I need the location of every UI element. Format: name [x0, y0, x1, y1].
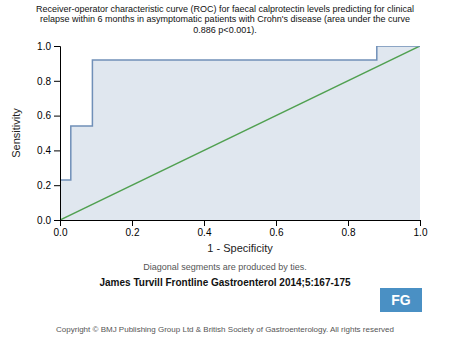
tick-label: 0.6	[37, 110, 51, 121]
tick: 0.0	[37, 215, 60, 226]
tick-mark	[54, 150, 60, 151]
tick: 0.6	[270, 220, 284, 238]
y-axis: 0.0 0.2 0.4 0.6 0.8 1.0	[37, 41, 60, 226]
tick: 1.0	[414, 220, 428, 238]
tick-label: 0.8	[37, 76, 51, 87]
tick: 0.4	[198, 220, 212, 238]
tick-label: 1.0	[414, 227, 428, 238]
citation: James Turvill Frontline Gastroenterol 20…	[99, 277, 350, 288]
y-axis-title: Sensitivity	[10, 108, 22, 158]
tick-mark	[54, 116, 60, 117]
chart: Receiver-operator characteristic curve (…	[0, 0, 450, 338]
tick-label: 1.0	[37, 41, 51, 52]
title-line: Receiver-operator characteristic curve (…	[36, 4, 414, 14]
x-axis: 0.0 0.2 0.4 0.6 0.8 1.0	[54, 220, 428, 238]
title: Receiver-operator characteristic curve (…	[36, 4, 414, 35]
tick-label: 0.0	[37, 215, 51, 226]
plot-area	[60, 46, 420, 220]
tick-label: 0.0	[54, 227, 68, 238]
tick: 0.4	[37, 145, 60, 156]
badge-label: FG	[391, 292, 411, 308]
x-axis-title: 1 - Specificity	[207, 242, 273, 254]
tick: 0.2	[126, 220, 140, 238]
tick-mark	[420, 220, 421, 226]
tick: 0.2	[37, 180, 60, 191]
reference-line	[60, 46, 420, 220]
roc-line	[60, 46, 420, 220]
tick-mark	[204, 220, 205, 226]
tick-label: 0.4	[37, 145, 51, 156]
tick-mark	[54, 81, 60, 82]
tick-mark	[54, 220, 60, 221]
footnote: Diagonal segments are produced by ties.	[143, 262, 307, 272]
roc-area	[60, 46, 420, 220]
tick-label: 0.2	[37, 180, 51, 191]
tick-mark	[348, 220, 349, 226]
tick: 0.6	[37, 110, 60, 121]
tick-mark	[276, 220, 277, 226]
tick-mark	[54, 185, 60, 186]
copyright: Copyright © BMJ Publishing Group Ltd & B…	[56, 325, 394, 334]
tick-mark	[54, 46, 60, 47]
tick-label: 0.6	[270, 227, 284, 238]
tick: 0.8	[37, 76, 60, 87]
tick-label: 0.4	[198, 227, 212, 238]
tick: 0.0	[54, 220, 68, 238]
tick-label: 0.2	[126, 227, 140, 238]
badge	[380, 288, 422, 312]
y-axis-line	[54, 47, 61, 221]
x-axis-line	[61, 221, 421, 227]
title-line: relapse within 6 months in asymptomatic …	[40, 14, 410, 24]
tick-label: 0.8	[342, 227, 356, 238]
tick: 0.8	[342, 220, 356, 238]
tick: 1.0	[37, 41, 60, 52]
tick-mark	[132, 220, 133, 226]
title-line: 0.886 p<0.001).	[193, 25, 256, 35]
